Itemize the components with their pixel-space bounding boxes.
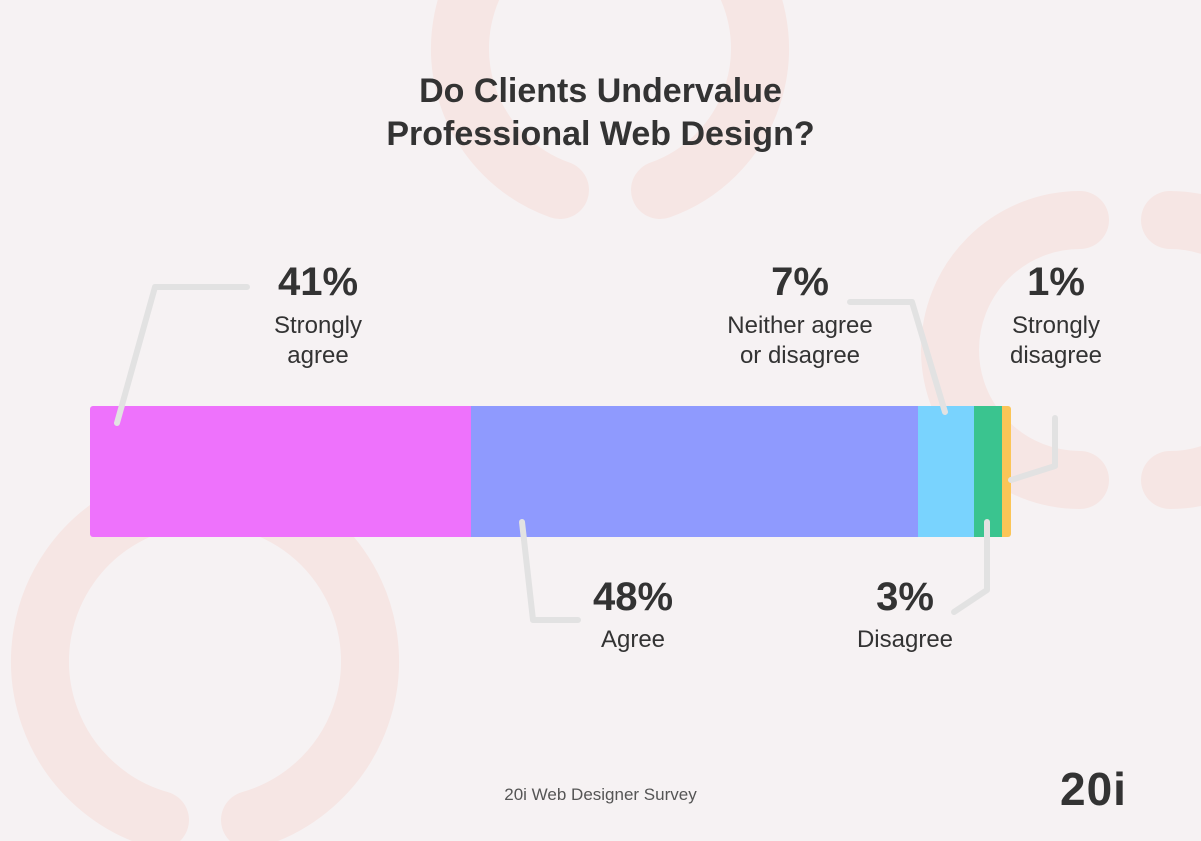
title-line-2: Professional Web Design? (386, 115, 815, 153)
segment-agree (471, 406, 918, 537)
brand-logo: 20i (1060, 763, 1127, 815)
leader-strongly-disagree (1008, 415, 1058, 483)
pct-disagree: 3% (876, 575, 934, 619)
label-line: Neither agree (727, 312, 873, 339)
leader-neither (847, 299, 948, 415)
label-strongly-disagree: Strongly disagree (936, 311, 1176, 371)
label-agree: Agree (600, 626, 666, 653)
label-strongly-agree: Strongly agree (198, 311, 438, 371)
source-caption: 20i Web Designer Survey (504, 785, 697, 804)
pct-strongly-disagree: 1% (1027, 260, 1085, 304)
leader-strongly-agree (114, 284, 250, 426)
label-line: disagree (1009, 342, 1103, 369)
segment-disagree (974, 406, 1002, 537)
segment-strongly-disagree (1002, 406, 1011, 537)
label-disagree: Disagree (856, 626, 954, 653)
title-line-1: Do Clients Undervalue (419, 72, 782, 110)
pct-strongly-agree: 41% (277, 260, 359, 304)
pct-neither: 7% (771, 260, 829, 304)
label-neither: Neither agree or disagree (680, 311, 920, 371)
leader-agree (519, 519, 581, 623)
chart-title: Do Clients Undervalue Professional Web D… (0, 70, 1201, 156)
segment-neither (918, 406, 974, 537)
label-line: Strongly (273, 312, 363, 339)
stacked-bar (90, 406, 1011, 537)
segment-strongly-agree (90, 406, 471, 537)
pct-agree: 48% (592, 575, 674, 619)
label-line: or disagree (739, 342, 861, 369)
label-line: Strongly (1011, 312, 1101, 339)
leader-disagree (951, 519, 990, 615)
label-line: agree (287, 342, 349, 369)
